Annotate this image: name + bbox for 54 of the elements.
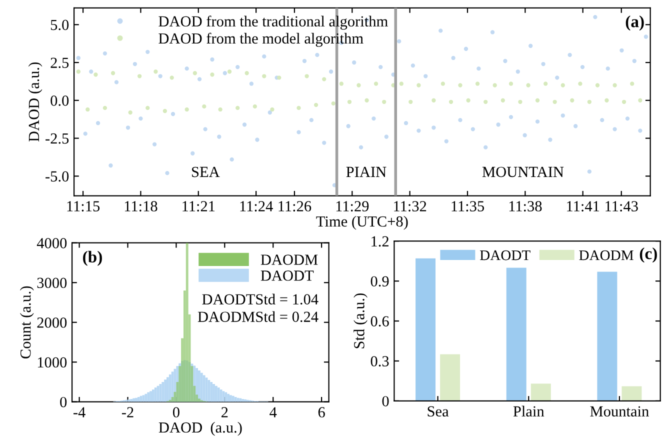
- x-tick-label: 11:43: [606, 201, 638, 212]
- y-tick-label: 1000: [38, 357, 67, 368]
- x-tick-label: 11:32: [394, 201, 426, 212]
- y-tick-label: 0.3: [370, 356, 389, 366]
- y-tick-label: 4000: [36, 238, 67, 248]
- x-axis-title: DAOD (a.u.): [158, 422, 242, 436]
- x-tick-label: 11:26: [278, 201, 312, 212]
- x-tick-label: 11:38: [509, 201, 542, 212]
- x-tick-label: Mountain: [590, 406, 649, 417]
- y-tick-label: -2.5: [46, 133, 69, 144]
- legend-label: DAODT: [260, 270, 314, 281]
- x-tick-label: Sea: [428, 406, 449, 417]
- x-tick-label: 0: [172, 407, 180, 418]
- annotation: SEA: [192, 166, 220, 178]
- x-tick-label: 4: [270, 407, 277, 418]
- x-tick-label: Plain: [513, 406, 544, 417]
- annotation: (c): [640, 247, 657, 263]
- y-tick-label: 0.9: [370, 276, 389, 287]
- y-axis-title: Count (a.u.): [20, 286, 34, 358]
- x-tick-label: 6: [318, 407, 325, 418]
- y-tick-label: 0: [60, 396, 67, 408]
- x-tick-label: -4: [74, 407, 86, 418]
- legend-label: DAOD from the model algorithm: [158, 32, 364, 47]
- y-tick-label: 5.0: [50, 20, 69, 30]
- y-tick-label: 2000: [37, 317, 67, 328]
- annotation: DAODTStd = 1.04: [202, 294, 318, 305]
- x-tick-label: 11:29: [336, 201, 369, 212]
- annotation: DAODMStd = 0.24: [198, 311, 318, 322]
- y-tick-label: -5.0: [46, 171, 69, 182]
- x-tick-label: 11:41: [567, 201, 600, 212]
- x-tick-label: 11:35: [452, 201, 484, 212]
- y-axis-title: DAOD (a.u.): [28, 62, 42, 142]
- annotation: MOUNTAIN: [482, 166, 564, 178]
- x-tick-label: -2: [122, 407, 134, 418]
- y-axis-title: Std (a.u.): [354, 293, 368, 348]
- y-tick-label: 0: [382, 396, 389, 406]
- x-tick-label: 11:15: [67, 201, 100, 212]
- x-tick-label: 11:18: [124, 201, 158, 212]
- y-tick-label: 2.5: [50, 58, 69, 68]
- legend-label: DAODM: [260, 254, 318, 265]
- annotation: PIAIN: [346, 166, 386, 177]
- y-tick-label: 0.6: [370, 316, 389, 327]
- legend-label: DAODT: [480, 250, 530, 260]
- annotation: (b): [83, 250, 102, 266]
- y-tick-label: 0.0: [50, 96, 69, 106]
- x-tick-label: 11:21: [182, 201, 215, 212]
- annotation: (a): [626, 16, 644, 31]
- x-axis-title: Time (UTC+8): [316, 216, 408, 230]
- legend-label: DAOD from the traditional algorithm: [158, 16, 388, 30]
- legend-label: DAODM: [579, 250, 634, 260]
- x-tick-label: 11:24: [240, 201, 273, 212]
- y-tick-label: 1.2: [372, 236, 388, 247]
- x-tick-label: 2: [222, 407, 228, 418]
- y-tick-label: 3000: [37, 278, 67, 288]
